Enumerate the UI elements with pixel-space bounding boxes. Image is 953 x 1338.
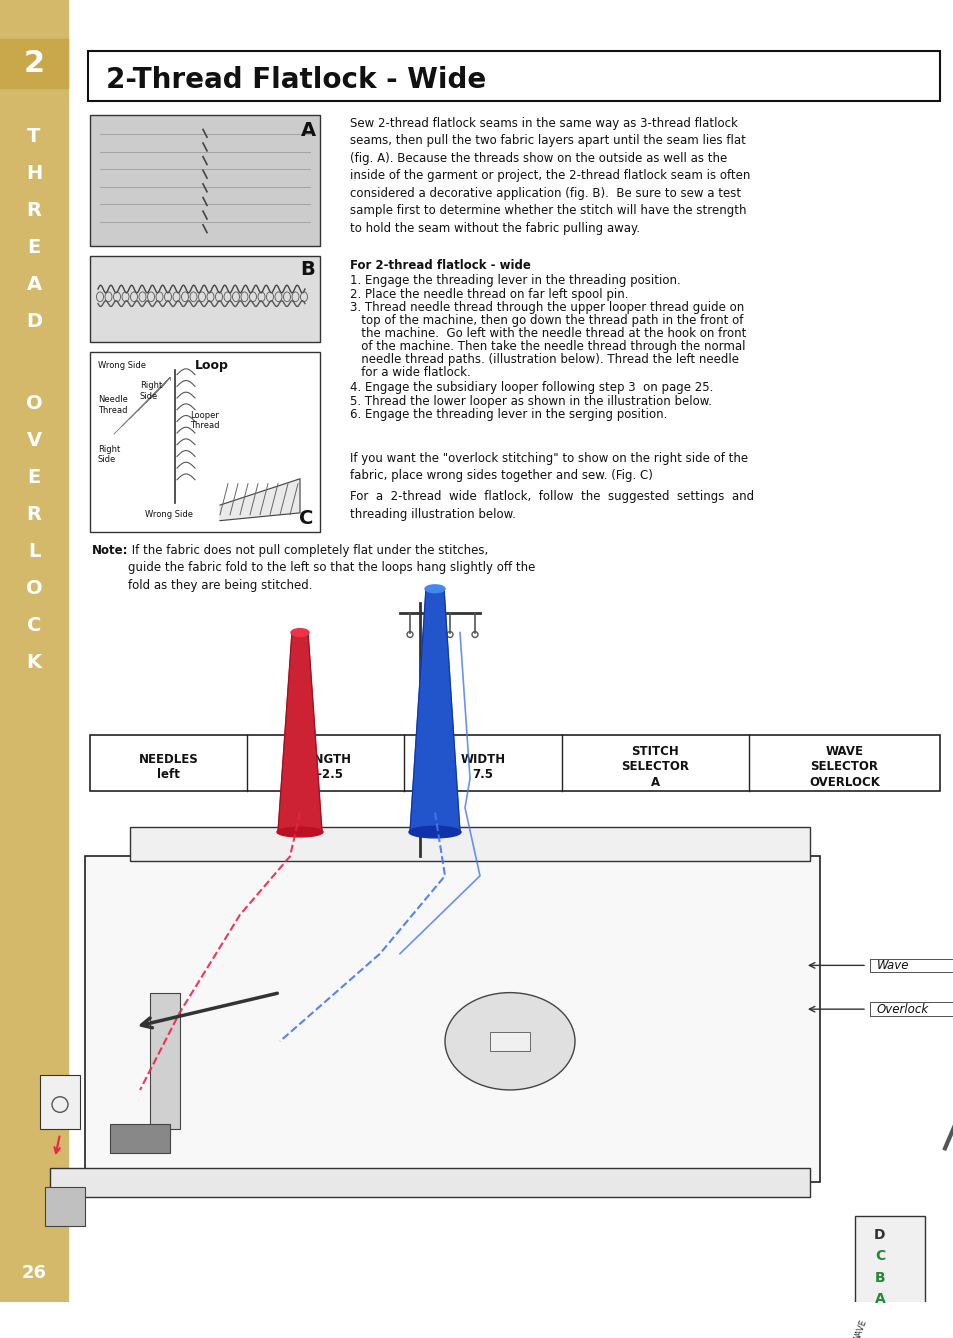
Text: D: D <box>873 1228 884 1242</box>
Bar <box>0 0 68 1302</box>
Text: D: D <box>26 312 42 330</box>
Text: WAVE: WAVE <box>851 1318 867 1338</box>
Text: of the machine. Then take the needle thread through the normal: of the machine. Then take the needle thr… <box>350 340 744 353</box>
Bar <box>90 735 939 791</box>
Bar <box>490 1032 530 1052</box>
Text: 2-Thread Flatlock - Wide: 2-Thread Flatlock - Wide <box>106 66 486 94</box>
Bar <box>150 993 180 1129</box>
Polygon shape <box>220 479 299 520</box>
Bar <box>90 115 319 246</box>
Text: O: O <box>26 395 42 413</box>
Text: For 2-thread flatlock - wide: For 2-thread flatlock - wide <box>350 258 530 272</box>
Text: C: C <box>298 510 313 529</box>
Bar <box>50 1168 809 1198</box>
Text: H: H <box>26 163 42 183</box>
Text: 6. Engage the threading lever in the serging position.: 6. Engage the threading lever in the ser… <box>350 408 667 420</box>
Text: E: E <box>28 468 41 487</box>
Text: R: R <box>27 506 42 524</box>
Bar <box>85 856 820 1183</box>
Ellipse shape <box>409 826 460 838</box>
Text: top of the machine, then go down the thread path in the front of: top of the machine, then go down the thr… <box>350 314 742 326</box>
Text: C: C <box>874 1250 884 1263</box>
Bar <box>40 1076 80 1129</box>
Bar <box>0 39 68 87</box>
Text: For  a  2-thread  wide  flatlock,  follow  the  suggested  settings  and
threadi: For a 2-thread wide flatlock, follow the… <box>350 491 753 520</box>
Text: A: A <box>27 274 42 293</box>
Text: If the fabric does not pull completely flat under the stitches,
guide the fabric: If the fabric does not pull completely f… <box>128 545 535 591</box>
Ellipse shape <box>291 629 309 637</box>
Bar <box>854 1216 924 1314</box>
Text: the machine.  Go left with the needle thread at the hook on front: the machine. Go left with the needle thr… <box>350 326 745 340</box>
Bar <box>88 51 939 102</box>
Text: STITCH
SELECTOR
A: STITCH SELECTOR A <box>620 745 688 789</box>
Text: Needle
Thread: Needle Thread <box>98 395 128 415</box>
Ellipse shape <box>444 993 575 1090</box>
Text: B: B <box>300 260 315 280</box>
Polygon shape <box>277 633 322 832</box>
Text: Wrong Side: Wrong Side <box>145 510 193 519</box>
Text: L: L <box>28 542 40 561</box>
Text: Loop: Loop <box>194 360 229 372</box>
Text: K: K <box>27 653 42 672</box>
Text: Sew 2-thread flatlock seams in the same way as 3-thread flatlock
seams, then pul: Sew 2-thread flatlock seams in the same … <box>350 116 750 234</box>
Text: 1. Engage the threading lever in the threading position.: 1. Engage the threading lever in the thr… <box>350 274 680 288</box>
Text: A: A <box>300 120 315 140</box>
Bar <box>90 352 319 533</box>
Text: Wrong Side: Wrong Side <box>98 361 146 371</box>
Text: O: O <box>26 579 42 598</box>
Text: 2. Place the needle thread on far left spool pin.: 2. Place the needle thread on far left s… <box>350 288 628 301</box>
Bar <box>869 958 953 973</box>
Text: 2: 2 <box>24 48 45 78</box>
Text: Overlock: Overlock <box>876 1002 928 1016</box>
Text: Right
Side: Right Side <box>140 381 162 401</box>
Text: 4. Engage the subsidiary looper following step 3  on page 25.: 4. Engage the subsidiary looper followin… <box>350 381 713 395</box>
Text: needle thread paths. (illustration below). Thread the left needle: needle thread paths. (illustration below… <box>350 353 739 367</box>
Bar <box>869 1002 953 1016</box>
Text: Wave: Wave <box>876 959 908 971</box>
Text: C: C <box>27 617 41 636</box>
Ellipse shape <box>276 827 323 836</box>
Bar <box>45 1187 85 1226</box>
Text: Looper
Thread: Looper Thread <box>190 411 219 429</box>
Text: 3. Thread needle thread through the upper looper thread guide on: 3. Thread needle thread through the uppe… <box>350 301 743 313</box>
Text: T: T <box>28 127 41 146</box>
Text: WIDTH
7.5: WIDTH 7.5 <box>460 752 505 781</box>
Bar <box>90 256 319 341</box>
Bar <box>130 827 809 862</box>
Text: If you want the "overlock stitching" to show on the right side of the
fabric, pl: If you want the "overlock stitching" to … <box>350 451 747 482</box>
Text: E: E <box>28 238 41 257</box>
Text: V: V <box>27 431 42 451</box>
Text: Note:: Note: <box>91 545 129 557</box>
Text: B: B <box>874 1271 884 1284</box>
Bar <box>110 1124 170 1153</box>
Text: Right
Side: Right Side <box>98 444 120 464</box>
Text: NEEDLES
left: NEEDLES left <box>138 752 198 781</box>
Text: 5. Thread the lower looper as shown in the illustration below.: 5. Thread the lower looper as shown in t… <box>350 395 711 408</box>
Polygon shape <box>410 589 459 832</box>
Ellipse shape <box>424 585 444 593</box>
Text: for a wide flatlock.: for a wide flatlock. <box>350 367 470 380</box>
Text: R: R <box>27 201 42 219</box>
Text: 26: 26 <box>22 1264 47 1282</box>
Text: A: A <box>874 1293 884 1306</box>
Text: WAVE
SELECTOR
OVERLOCK: WAVE SELECTOR OVERLOCK <box>808 745 879 789</box>
Text: LENGTH
2-2.5: LENGTH 2-2.5 <box>299 752 352 781</box>
